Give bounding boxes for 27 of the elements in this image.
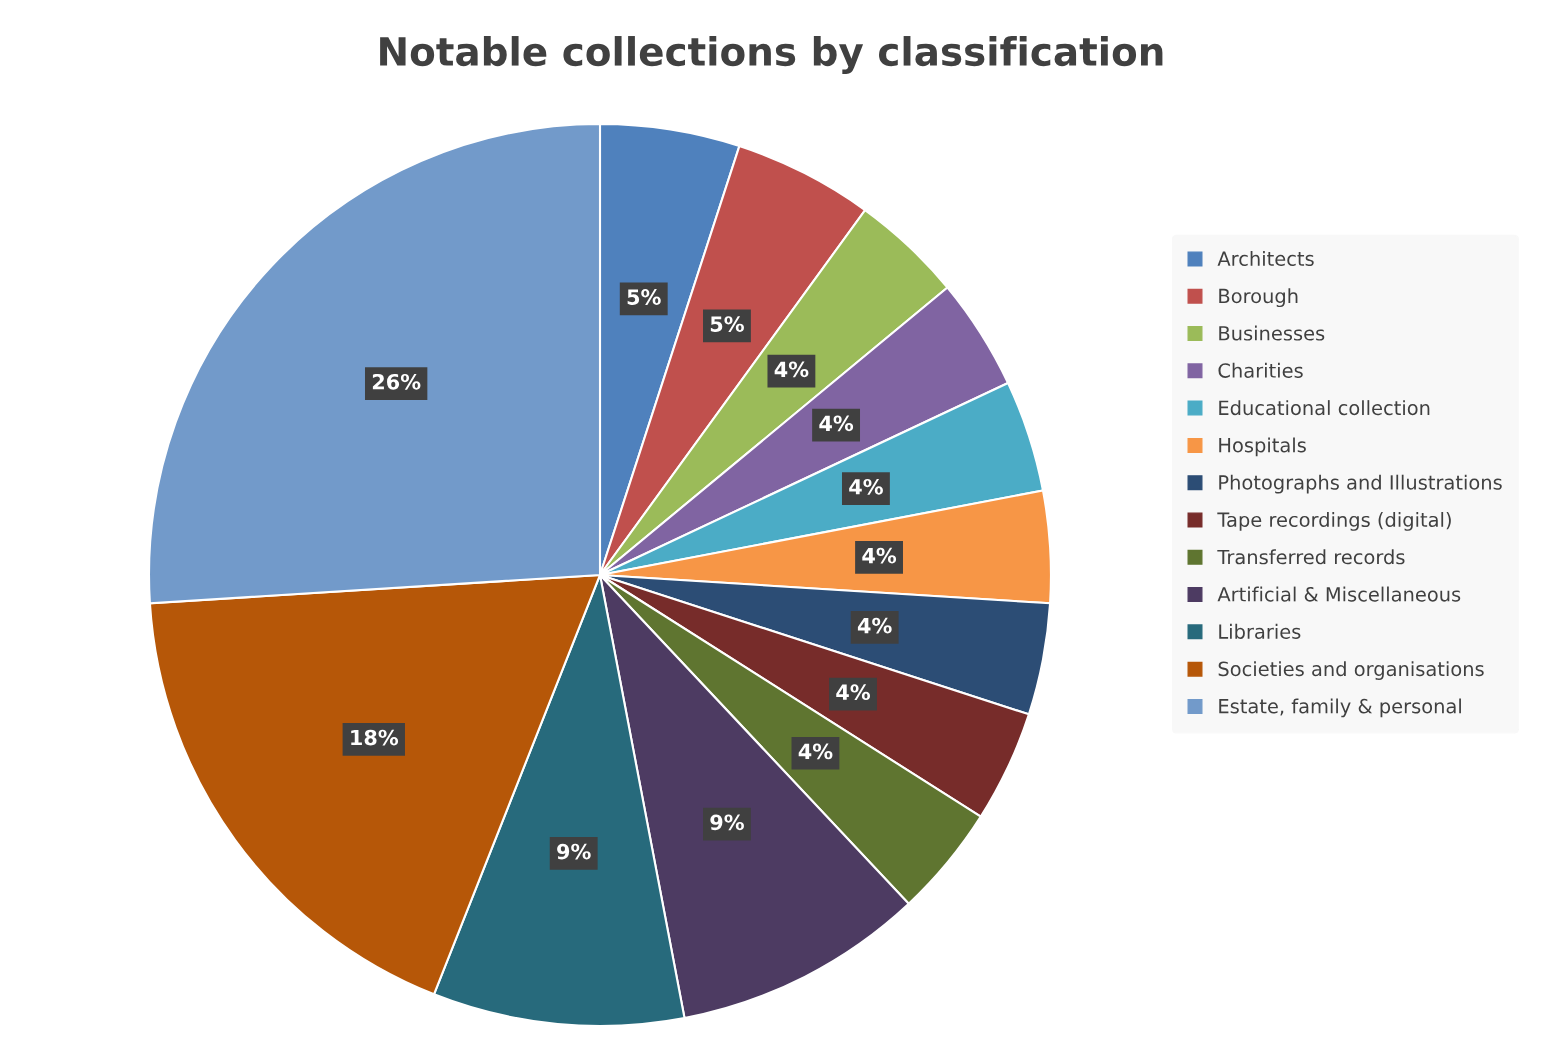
data-label: 4%	[857, 617, 892, 634]
data-label: 18%	[351, 729, 399, 746]
chart-title: Notable collections by classification	[380, 36, 1163, 74]
legend-label: Hospitals	[1219, 437, 1306, 457]
legend-label: Tape recordings (digital)	[1217, 512, 1451, 531]
data-label: 4%	[836, 684, 871, 701]
legend-label: Educational collection	[1219, 400, 1430, 416]
legend-label: Photographs and Illustrations	[1219, 474, 1502, 494]
legend-label: Borough	[1219, 288, 1298, 308]
legend-label: Estate, family & personal	[1219, 698, 1461, 718]
data-label: 4%	[849, 478, 883, 495]
legend-label: Architects	[1217, 250, 1314, 267]
data-label: 4%	[774, 361, 809, 378]
data-label: 4%	[798, 743, 833, 760]
data-label: 26%	[372, 373, 421, 390]
legend-label: Charities	[1218, 362, 1303, 378]
legend-label: Businesses	[1219, 325, 1325, 341]
data-label: 4%	[819, 415, 854, 432]
legend-label: Artificial & Miscellaneous	[1217, 586, 1461, 602]
data-label: 5%	[710, 316, 744, 332]
legend-label: Societies and organisations	[1218, 661, 1484, 680]
data-label: 4%	[862, 547, 897, 564]
data-label: 9%	[710, 814, 744, 831]
data-label: 5%	[627, 289, 661, 305]
legend-label: Libraries	[1219, 623, 1301, 639]
data-label: 9%	[557, 843, 591, 860]
legend-label: Transferred records	[1217, 549, 1405, 565]
